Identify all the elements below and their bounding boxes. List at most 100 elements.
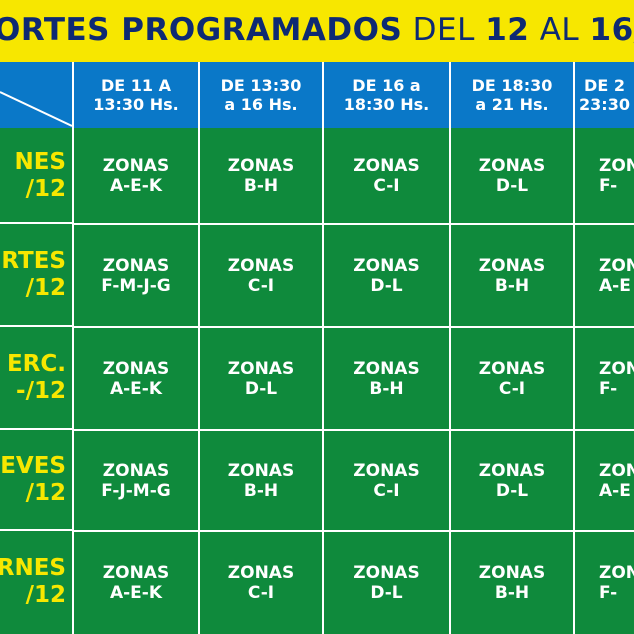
zone-label: ZONAS <box>102 460 170 481</box>
schedule-cell: ZONAS B-H <box>322 326 449 429</box>
zone-label: ZONAS <box>353 563 420 583</box>
zone-codes: B-H <box>243 480 279 501</box>
zone-codes: C-I <box>247 583 275 603</box>
zone-codes: B-H <box>369 378 404 399</box>
zone-label: ZONAS <box>478 255 546 276</box>
zone-label: ZONAS <box>478 563 546 583</box>
schedule-cell: ZONAS D-L <box>198 326 322 429</box>
title-start-date: 12 <box>485 12 530 48</box>
column-header-5: DE 2 23:30 <box>573 62 634 128</box>
zone-codes: D-L <box>370 583 403 603</box>
title-banner: ORTES PROGRAMADOS DEL 12 AL 16/ <box>0 0 634 62</box>
schedule-cell: ZONAS C-I <box>322 128 449 223</box>
schedule-cell: ZONAS C-I <box>449 326 573 429</box>
zone-label: ZON <box>599 255 634 276</box>
header-corner <box>0 62 72 128</box>
row-header-day-1: NES/12 <box>0 128 72 223</box>
schedule-cell: ZONAS D-L <box>322 223 449 326</box>
title-end-date: 16/ <box>589 12 634 48</box>
schedule-cell: ZONAS F-J-M-G <box>72 429 198 530</box>
zone-codes: A-E <box>599 275 631 296</box>
zone-codes: F- <box>599 378 618 399</box>
zone-label: ZONAS <box>227 155 295 176</box>
zone-label: ZONAS <box>227 460 295 481</box>
day-date: /12 <box>25 582 66 608</box>
day-date: /12 <box>25 175 66 202</box>
row-divider <box>0 222 72 224</box>
zone-codes: A-E <box>599 480 631 501</box>
schedule-cell: ZON F- <box>573 530 634 634</box>
column-header-3: DE 16 a 18:30 Hs. <box>322 62 449 128</box>
schedule-cell: ZON A-E <box>573 223 634 326</box>
schedule-cell: ZONAS C-I <box>198 223 322 326</box>
schedule-cell: ZON F- <box>573 128 634 223</box>
zone-codes: F-J-M-G <box>101 480 171 501</box>
schedule-cell: ZONAS D-L <box>449 429 573 530</box>
schedule-cell: ZONAS D-L <box>449 128 573 223</box>
column-header-line1: DE 11 A <box>101 76 171 95</box>
schedule-cell: ZONAS B-H <box>198 128 322 223</box>
day-name: EVES <box>0 452 66 479</box>
column-header-line1: DE 2 <box>584 76 625 95</box>
zone-codes: B-H <box>494 583 530 603</box>
day-name: RTES <box>1 247 66 274</box>
day-date: /12 <box>25 479 66 506</box>
schedule-cell: ZONAS B-H <box>449 530 573 634</box>
zone-label: ZONAS <box>102 563 170 583</box>
row-header-day-3: ERC. -/12 <box>0 326 72 429</box>
schedule-cell: ZONAS B-H <box>198 429 322 530</box>
row-header-day-2: RTES/12 <box>0 223 72 326</box>
column-header-line2: a 16 Hs. <box>224 95 298 114</box>
zone-codes: A-E-K <box>109 583 163 603</box>
column-header-line2: 13:30 Hs. <box>93 95 179 114</box>
zone-codes: A-E-K <box>109 378 163 399</box>
column-header-line2: a 21 Hs. <box>475 95 549 114</box>
zone-codes: F- <box>599 175 618 196</box>
zone-label: ZON <box>599 358 634 379</box>
day-date: /12 <box>25 274 66 301</box>
schedule-cell: ZON A-E <box>573 429 634 530</box>
zone-label: ZONAS <box>478 155 546 176</box>
zone-label: ZON <box>599 460 634 481</box>
row-divider <box>0 428 72 430</box>
zone-codes: C-I <box>373 175 400 196</box>
zone-label: ZONAS <box>102 358 170 379</box>
zone-label: ZON <box>599 155 634 176</box>
table-header <box>0 62 634 128</box>
zone-codes: C-I <box>247 275 275 296</box>
zone-codes: B-H <box>494 275 530 296</box>
zone-label: ZONAS <box>353 358 420 379</box>
zone-codes: B-H <box>243 175 279 196</box>
schedule-cell: ZONAS D-L <box>322 530 449 634</box>
zone-codes: A-E-K <box>109 175 163 196</box>
title-del: DEL <box>402 12 486 48</box>
zone-label: ZONAS <box>227 255 295 276</box>
corner-diagonal-line <box>0 91 72 127</box>
zone-label: ZON <box>599 563 634 583</box>
zone-codes: D-L <box>244 378 278 399</box>
column-header-line1: DE 13:30 <box>220 76 302 95</box>
column-header-line2: 23:30 <box>579 95 630 114</box>
zone-label: ZONAS <box>353 255 420 276</box>
zone-codes: D-L <box>370 275 403 296</box>
column-header-line2: 18:30 Hs. <box>343 95 430 114</box>
day-name: NES <box>14 148 66 175</box>
column-header-4: DE 18:30 a 21 Hs. <box>449 62 573 128</box>
schedule-cell: ZONAS B-H <box>449 223 573 326</box>
schedule-cell: ZONAS A-E-K <box>72 326 198 429</box>
schedule-cell: ZONAS C-I <box>322 429 449 530</box>
schedule-cell: ZON F- <box>573 326 634 429</box>
zone-label: ZONAS <box>353 155 420 176</box>
row-header-day-4: EVES/12 <box>0 429 72 530</box>
row-divider <box>0 325 72 327</box>
zone-label: ZONAS <box>227 358 295 379</box>
zone-codes: F- <box>599 583 618 603</box>
zone-label: ZONAS <box>102 155 170 176</box>
zone-label: ZONAS <box>227 563 295 583</box>
zone-label: ZONAS <box>478 358 546 379</box>
row-header-day-5: RNES/12 <box>0 530 72 634</box>
zone-label: ZONAS <box>478 460 546 481</box>
zone-codes: C-I <box>373 480 400 501</box>
title-main: ORTES PROGRAMADOS <box>0 12 403 48</box>
zone-codes: D-L <box>495 175 529 196</box>
